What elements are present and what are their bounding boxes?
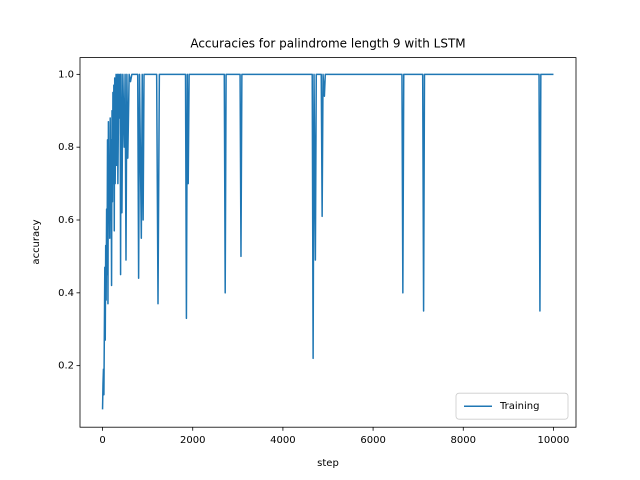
y-axis-label: accuracy — [31, 219, 42, 264]
plot-frame — [79, 57, 577, 428]
x-tick-label: 4000 — [270, 435, 295, 446]
legend-label: Training — [499, 401, 539, 412]
y-tick-label: 1.0 — [58, 69, 74, 80]
legend-box — [455, 392, 569, 420]
x-tick-label: 2000 — [180, 435, 205, 446]
y-tick-label: 0.8 — [58, 142, 74, 153]
y-tick-label: 0.6 — [58, 215, 74, 226]
x-axis-label: step — [317, 458, 339, 469]
y-tick-label: 0.4 — [58, 288, 74, 299]
chart-title: Accuracies for palindrome length 9 with … — [190, 37, 465, 51]
y-tick-label: 0.2 — [58, 361, 74, 372]
x-tick-label: 0 — [99, 435, 105, 446]
x-tick-label: 10000 — [538, 435, 570, 446]
data-line — [101, 73, 554, 410]
x-tick-label: 8000 — [451, 435, 476, 446]
x-tick-label: 6000 — [360, 435, 385, 446]
